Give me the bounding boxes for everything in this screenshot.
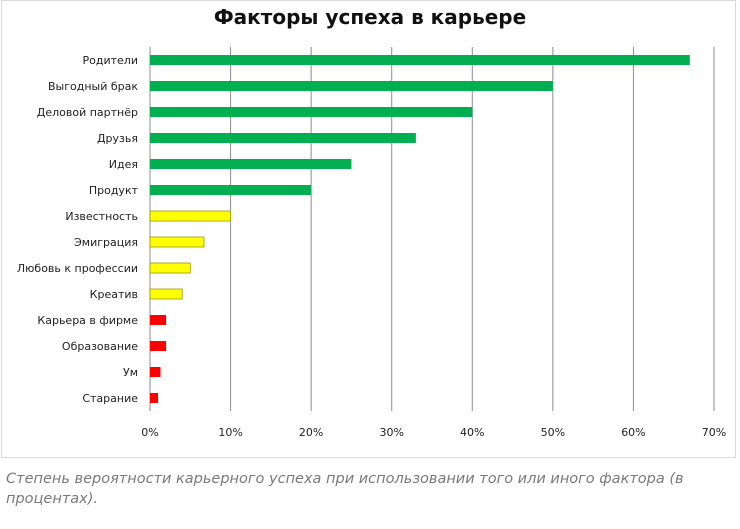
x-tick-labels: 0% 10% 20% 30% 40% 50% 60% 70%: [141, 426, 726, 439]
category-label: Идея: [109, 158, 138, 171]
bar-chart: Родители Выгодный брак Деловой партнёр Друз…: [17, 47, 726, 439]
bar: [149, 262, 191, 274]
x-tick-label: 60%: [621, 426, 645, 439]
category-label: Выгодный брак: [48, 80, 138, 93]
category-label: Деловой партнёр: [37, 106, 138, 119]
bar: [150, 81, 553, 91]
x-tick-label: 20%: [299, 426, 323, 439]
category-label: Карьера в фирме: [37, 314, 138, 327]
x-tick-label: 0%: [141, 426, 158, 439]
bar: [150, 393, 159, 403]
bar: [149, 288, 183, 300]
bar: [150, 107, 473, 117]
bar: [149, 210, 231, 222]
bar: [150, 367, 161, 377]
x-tick-label: 50%: [541, 426, 565, 439]
bar: [150, 185, 312, 195]
category-label: Ум: [123, 366, 138, 379]
category-label: Друзья: [97, 132, 138, 145]
category-label: Эмиграция: [74, 236, 138, 249]
bar: [150, 133, 416, 143]
category-label: Старание: [82, 392, 138, 405]
bar: [150, 315, 167, 325]
category-label: Любовь к профессии: [17, 262, 138, 275]
category-label: Образование: [62, 340, 138, 353]
category-label: Родители: [83, 54, 138, 67]
bar: [149, 236, 205, 248]
chart-title: Факторы успеха в карьере: [213, 5, 527, 29]
bars: [149, 55, 690, 403]
chart-frame: [1, 0, 736, 458]
x-tick-label: 70%: [702, 426, 726, 439]
x-tick-label: 40%: [460, 426, 484, 439]
category-label: Креатив: [90, 288, 138, 301]
bar: [150, 341, 167, 351]
category-label: Продукт: [89, 184, 139, 197]
gridlines: [149, 47, 715, 411]
figure-caption: Степень вероятности карьерного успеха пр…: [6, 471, 684, 507]
category-label: Известность: [65, 210, 138, 223]
x-tick-label: 10%: [218, 426, 242, 439]
x-tick-label: 30%: [379, 426, 403, 439]
bar: [150, 159, 352, 169]
category-labels: Родители Выгодный брак Деловой партнёр Друз…: [17, 54, 139, 405]
bar: [150, 55, 690, 65]
